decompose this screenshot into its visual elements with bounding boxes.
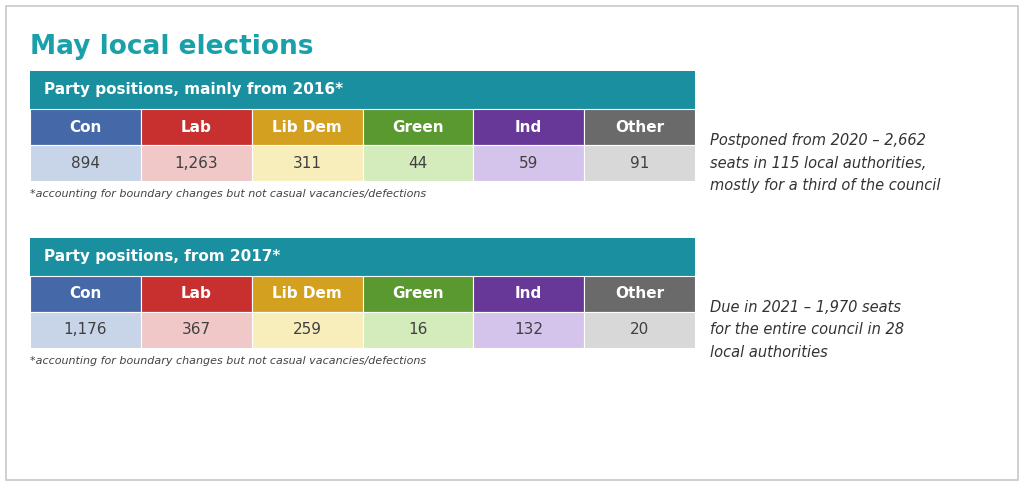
Text: 1,176: 1,176 bbox=[63, 323, 108, 337]
Text: Ind: Ind bbox=[515, 287, 543, 301]
Text: Party positions, mainly from 2016*: Party positions, mainly from 2016* bbox=[44, 83, 343, 98]
Text: 259: 259 bbox=[293, 323, 322, 337]
Bar bbox=[584, 109, 695, 145]
Text: 132: 132 bbox=[514, 323, 544, 337]
FancyBboxPatch shape bbox=[6, 6, 1018, 480]
Bar bbox=[30, 109, 141, 145]
Text: 1,263: 1,263 bbox=[174, 156, 218, 171]
Text: Con: Con bbox=[70, 287, 101, 301]
Text: Lab: Lab bbox=[181, 120, 212, 135]
Bar bbox=[141, 276, 252, 312]
Text: Lab: Lab bbox=[181, 287, 212, 301]
Bar bbox=[584, 312, 695, 348]
Text: 367: 367 bbox=[181, 323, 211, 337]
Bar bbox=[30, 145, 141, 181]
Bar bbox=[473, 312, 584, 348]
Bar bbox=[141, 109, 252, 145]
Bar bbox=[30, 312, 141, 348]
Text: Lib Dem: Lib Dem bbox=[272, 120, 342, 135]
Text: May local elections: May local elections bbox=[30, 34, 313, 60]
Bar bbox=[252, 109, 362, 145]
Text: 91: 91 bbox=[630, 156, 649, 171]
Text: *accounting for boundary changes but not casual vacancies/defections: *accounting for boundary changes but not… bbox=[30, 356, 426, 366]
Text: Lib Dem: Lib Dem bbox=[272, 287, 342, 301]
Text: 16: 16 bbox=[409, 323, 428, 337]
Bar bbox=[141, 312, 252, 348]
Bar bbox=[362, 312, 473, 348]
Bar bbox=[362, 145, 473, 181]
Text: Postponed from 2020 – 2,662
seats in 115 local authorities,
mostly for a third o: Postponed from 2020 – 2,662 seats in 115… bbox=[710, 133, 940, 193]
Text: Due in 2021 – 1,970 seats
for the entire council in 28
local authorities: Due in 2021 – 1,970 seats for the entire… bbox=[710, 300, 904, 360]
Bar bbox=[141, 145, 252, 181]
Text: 59: 59 bbox=[519, 156, 539, 171]
Text: *accounting for boundary changes but not casual vacancies/defections: *accounting for boundary changes but not… bbox=[30, 189, 426, 199]
Bar bbox=[30, 276, 141, 312]
Bar bbox=[473, 145, 584, 181]
Text: Ind: Ind bbox=[515, 120, 543, 135]
Text: Green: Green bbox=[392, 287, 443, 301]
Bar bbox=[30, 238, 695, 276]
Bar bbox=[252, 312, 362, 348]
Bar bbox=[473, 109, 584, 145]
Text: 20: 20 bbox=[630, 323, 649, 337]
Bar bbox=[584, 145, 695, 181]
Text: Con: Con bbox=[70, 120, 101, 135]
Text: 311: 311 bbox=[293, 156, 322, 171]
Bar bbox=[30, 71, 695, 109]
Bar bbox=[252, 276, 362, 312]
Text: Other: Other bbox=[615, 287, 665, 301]
Bar bbox=[362, 109, 473, 145]
Text: Other: Other bbox=[615, 120, 665, 135]
Text: Green: Green bbox=[392, 120, 443, 135]
Bar bbox=[252, 145, 362, 181]
Bar bbox=[473, 276, 584, 312]
Text: Party positions, from 2017*: Party positions, from 2017* bbox=[44, 249, 281, 264]
Text: 44: 44 bbox=[409, 156, 428, 171]
Bar bbox=[584, 276, 695, 312]
Text: 894: 894 bbox=[71, 156, 100, 171]
Bar bbox=[362, 276, 473, 312]
